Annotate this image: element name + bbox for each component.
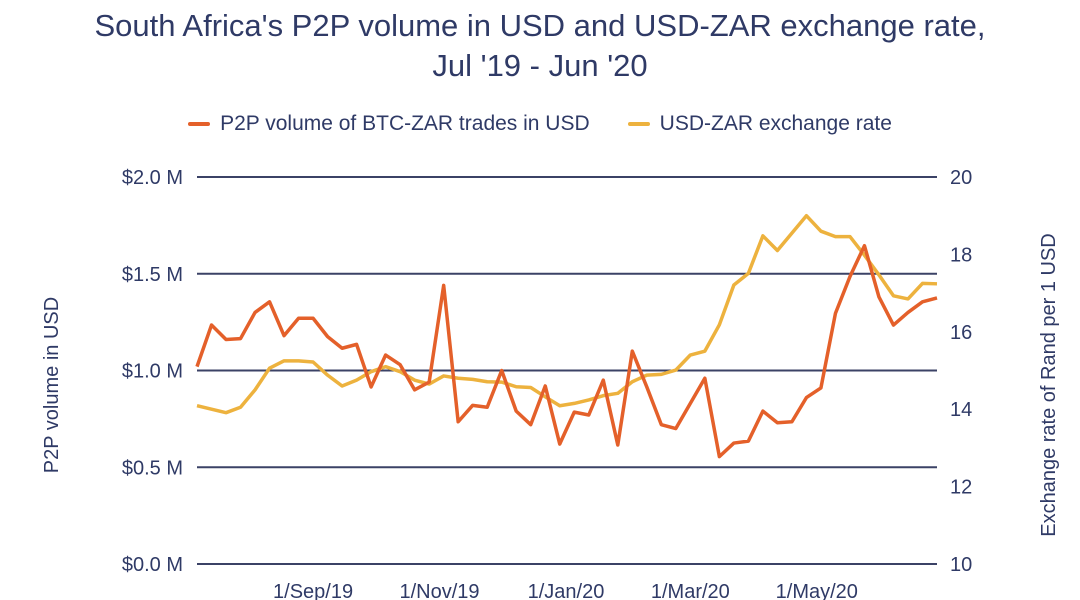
y-right-tick-label: 14 xyxy=(950,399,972,421)
series-line-exchange-rate xyxy=(196,213,938,415)
legend-swatch-p2p-volume xyxy=(188,122,211,126)
y-axis-left-label: P2P volume in USD xyxy=(41,297,63,473)
y-left-tick-label: $1.0 M xyxy=(122,361,183,383)
y-right-tick-label: 16 xyxy=(950,322,972,344)
legend-label-exchange-rate: USD-ZAR exchange rate xyxy=(659,112,892,135)
y-right-tick-label: 12 xyxy=(950,477,972,499)
y-right-tick-label: 18 xyxy=(950,244,972,266)
y-left-tick-label: $2.0 M xyxy=(122,167,183,189)
x-tick-label: 1/Nov/19 xyxy=(399,581,479,600)
x-tick-label: 1/Sep/19 xyxy=(273,581,353,600)
legend-item-exchange-rate: USD-ZAR exchange rate xyxy=(627,112,892,136)
legend-swatch-exchange-rate xyxy=(627,122,650,126)
legend-item-p2p-volume: P2P volume of BTC-ZAR trades in USD xyxy=(188,112,590,136)
chart-title: South Africa's P2P volume in USD and USD… xyxy=(94,8,986,43)
legend-label-p2p-volume: P2P volume of BTC-ZAR trades in USD xyxy=(220,112,590,135)
y-right-tick-label: 20 xyxy=(950,167,972,189)
chart-subtitle: Jul '19 - Jun '20 xyxy=(432,48,648,83)
x-tick-label: 1/Jan/20 xyxy=(528,581,605,600)
y-left-tick-label: $0.0 M xyxy=(122,554,183,576)
series-line-p2p-volume xyxy=(195,243,938,459)
y-axis-right-label: Exchange rate of Rand per 1 USD xyxy=(1038,233,1060,537)
y-left-tick-label: $1.5 M xyxy=(122,264,183,286)
x-tick-label: 1/Mar/20 xyxy=(651,581,730,600)
y-left-tick-label: $0.5 M xyxy=(122,457,183,479)
x-tick-label: 1/May/20 xyxy=(776,581,858,600)
y-right-tick-label: 10 xyxy=(950,554,972,576)
legend: P2P volume of BTC-ZAR trades in USD USD-… xyxy=(0,112,1080,136)
